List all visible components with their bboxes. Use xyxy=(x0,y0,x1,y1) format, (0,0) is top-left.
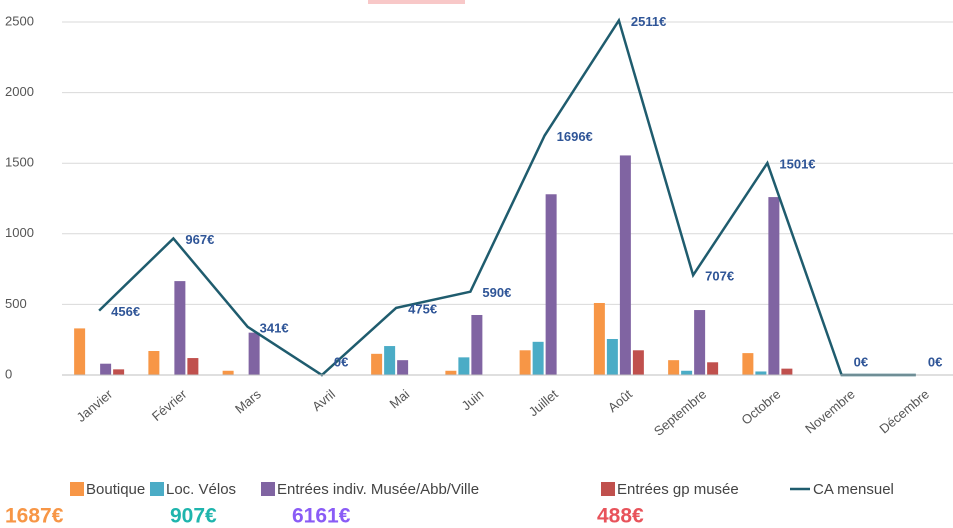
bar xyxy=(632,350,644,375)
bar xyxy=(248,332,260,375)
x-tick-label: Novembre xyxy=(802,386,858,436)
bar xyxy=(222,370,234,375)
bar xyxy=(471,314,483,375)
x-tick-label: Mai xyxy=(387,386,413,411)
data-label: 456€ xyxy=(111,304,140,319)
legend-label: Boutique xyxy=(86,481,145,498)
legend-marker xyxy=(70,482,84,496)
bar xyxy=(74,328,86,375)
bar xyxy=(781,368,793,375)
x-tick-label: Juillet xyxy=(526,386,561,419)
data-label: 1696€ xyxy=(557,129,593,144)
total-label: 488€ xyxy=(597,505,644,528)
bar xyxy=(742,353,754,375)
y-tick-label: 1000 xyxy=(5,225,34,240)
decoration xyxy=(368,0,465,4)
legend-label: Entrées indiv. Musée/Abb/Ville xyxy=(277,481,479,498)
bar xyxy=(371,353,383,375)
line xyxy=(98,17,916,377)
bar xyxy=(100,363,112,375)
data-label: 341€ xyxy=(260,320,289,335)
data-label: 967€ xyxy=(185,232,214,247)
y-tick-label: 500 xyxy=(5,296,27,311)
bar xyxy=(694,310,706,375)
x-tick-label: Août xyxy=(605,386,635,415)
total-label: 1687€ xyxy=(5,505,64,528)
data-label: 2511€ xyxy=(631,14,666,29)
bar xyxy=(174,281,186,375)
bar xyxy=(445,370,457,375)
x-tick-label: Septembre xyxy=(651,386,709,438)
legend-label: Entrées gp musée xyxy=(617,481,739,498)
bar xyxy=(755,371,767,375)
y-tick-label: 1500 xyxy=(5,155,34,170)
bar xyxy=(668,360,680,375)
bar xyxy=(519,350,531,375)
x-tick-label: Juin xyxy=(459,386,487,413)
y-tick-label: 0 xyxy=(5,366,12,381)
data-label: 475€ xyxy=(408,301,437,316)
y-tick-label: 2000 xyxy=(5,84,34,99)
x-tick-label: Octobre xyxy=(738,386,783,427)
data-label: 0€ xyxy=(854,354,868,369)
bar xyxy=(148,350,160,375)
x-tick-label: Mars xyxy=(232,386,264,416)
bar xyxy=(707,362,719,375)
bar xyxy=(187,358,199,375)
legend-marker xyxy=(601,482,615,496)
x-tick-label: Décembre xyxy=(876,386,932,436)
x-tick-label: Janvier xyxy=(74,386,116,425)
bar xyxy=(681,370,693,375)
bar xyxy=(619,155,631,375)
legend-label: Loc. Vélos xyxy=(166,481,236,498)
bar xyxy=(384,346,396,375)
bar xyxy=(458,357,470,375)
legend-marker xyxy=(261,482,275,496)
x-tick-label: Février xyxy=(149,386,190,424)
bar xyxy=(593,302,605,375)
data-label: 0€ xyxy=(334,354,348,369)
legend-marker xyxy=(150,482,164,496)
data-label: 0€ xyxy=(928,354,942,369)
total-label: 6161€ xyxy=(292,505,351,528)
data-label: 590€ xyxy=(482,285,511,300)
bar xyxy=(113,369,125,375)
total-label: 907€ xyxy=(170,505,217,528)
bar xyxy=(545,194,557,375)
bar xyxy=(532,341,544,375)
data-label: 707€ xyxy=(705,269,734,284)
bar xyxy=(768,197,780,375)
y-tick-label: 2500 xyxy=(5,13,34,28)
x-tick-label: Avril xyxy=(309,386,338,414)
bar xyxy=(397,360,409,375)
bar xyxy=(606,338,618,375)
data-label: 1501€ xyxy=(779,156,815,171)
legend-label: CA mensuel xyxy=(813,481,894,498)
